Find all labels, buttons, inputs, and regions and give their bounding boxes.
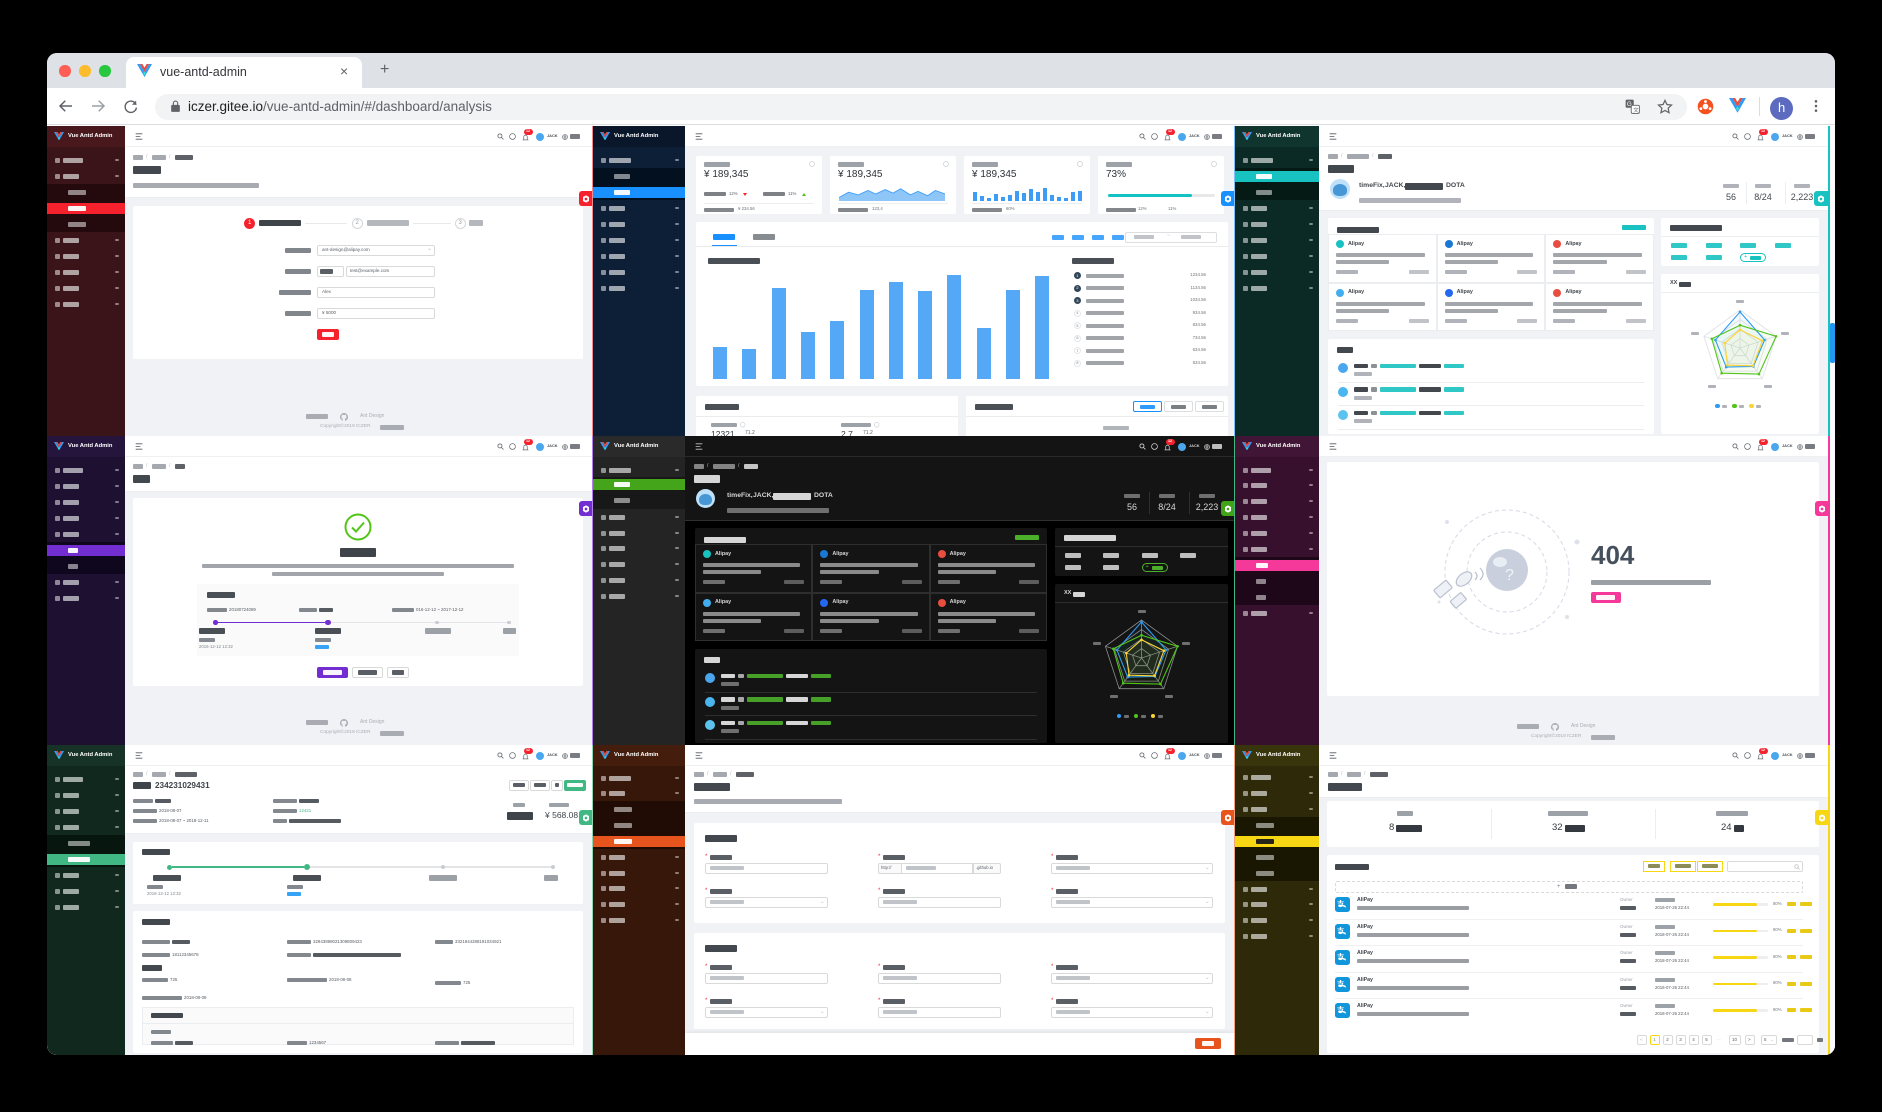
svg-text:?: ? — [1505, 567, 1514, 584]
svg-text:文: 文 — [1633, 106, 1639, 114]
svg-text:G: G — [1627, 101, 1632, 108]
